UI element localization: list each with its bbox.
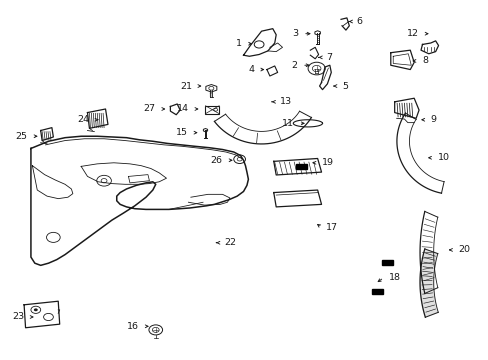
Text: 13: 13 [279, 97, 291, 106]
Text: 3: 3 [291, 29, 298, 38]
Polygon shape [31, 136, 248, 265]
Text: 14: 14 [177, 104, 188, 113]
Polygon shape [243, 29, 276, 56]
Polygon shape [419, 211, 437, 293]
Text: 16: 16 [127, 322, 139, 331]
Text: 21: 21 [180, 82, 191, 91]
Text: 8: 8 [422, 57, 427, 66]
Text: 1: 1 [236, 39, 242, 48]
Text: 24: 24 [77, 115, 89, 124]
Bar [381, 260, 392, 265]
Text: 22: 22 [224, 238, 236, 247]
Text: 15: 15 [176, 128, 187, 137]
Text: 2: 2 [290, 61, 297, 70]
Polygon shape [266, 66, 277, 76]
Bar [371, 289, 382, 294]
Text: 9: 9 [430, 115, 436, 124]
Text: 18: 18 [388, 273, 400, 282]
Text: 10: 10 [437, 153, 448, 162]
Text: 11: 11 [282, 119, 294, 128]
Polygon shape [319, 65, 330, 90]
Polygon shape [87, 109, 108, 129]
Polygon shape [273, 190, 321, 207]
Polygon shape [24, 301, 60, 328]
Polygon shape [419, 249, 437, 317]
Bar [205, 106, 219, 114]
Polygon shape [214, 111, 311, 144]
Text: 19: 19 [321, 158, 333, 167]
Text: 25: 25 [16, 132, 27, 141]
Polygon shape [394, 98, 418, 118]
Bar [296, 164, 306, 169]
Polygon shape [390, 50, 413, 69]
Text: 20: 20 [457, 246, 469, 255]
Text: 17: 17 [326, 223, 338, 232]
Polygon shape [41, 128, 53, 140]
Polygon shape [293, 120, 322, 127]
Text: 23: 23 [12, 312, 24, 321]
Polygon shape [170, 104, 180, 115]
Text: 5: 5 [341, 82, 347, 91]
Polygon shape [396, 113, 443, 193]
Text: 26: 26 [210, 156, 222, 165]
Circle shape [34, 309, 38, 311]
Text: 4: 4 [248, 65, 254, 74]
Polygon shape [420, 41, 438, 54]
Text: 27: 27 [143, 104, 156, 113]
Text: 12: 12 [406, 29, 418, 38]
Polygon shape [273, 158, 321, 175]
Text: 6: 6 [356, 17, 362, 26]
Text: 7: 7 [326, 53, 332, 62]
